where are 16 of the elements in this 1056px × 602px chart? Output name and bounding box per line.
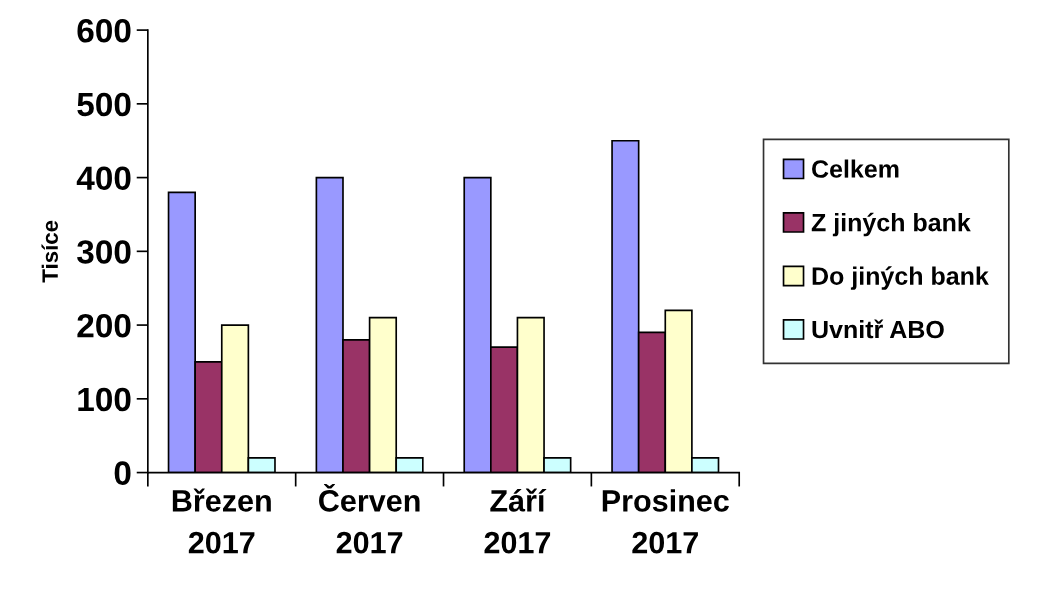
y-tick-label: 0 xyxy=(114,461,131,485)
y-tick-label: 600 xyxy=(77,18,131,43)
x-tick-label: Září 2017 xyxy=(484,488,551,554)
y-tick-label: 200 xyxy=(77,313,131,338)
legend-label: Celkem xyxy=(812,159,899,178)
legend-label: Z jiných bank xyxy=(811,212,971,237)
x-tick-label: Březen 2017 xyxy=(172,488,271,554)
x-tick-label: Prosinec 2017 xyxy=(602,489,729,554)
x-tick-label: Červen 2017 xyxy=(319,484,420,554)
legend-label: Do jiných bank xyxy=(812,266,989,290)
y-tick-label: 100 xyxy=(78,387,131,412)
legend-label: Uvnitř ABO xyxy=(812,319,944,339)
y-tick-label: 300 xyxy=(77,240,131,264)
y-axis-title: Tisíce xyxy=(41,220,58,283)
y-tick-label: 500 xyxy=(77,92,131,117)
y-tick-label: 400 xyxy=(76,166,131,190)
